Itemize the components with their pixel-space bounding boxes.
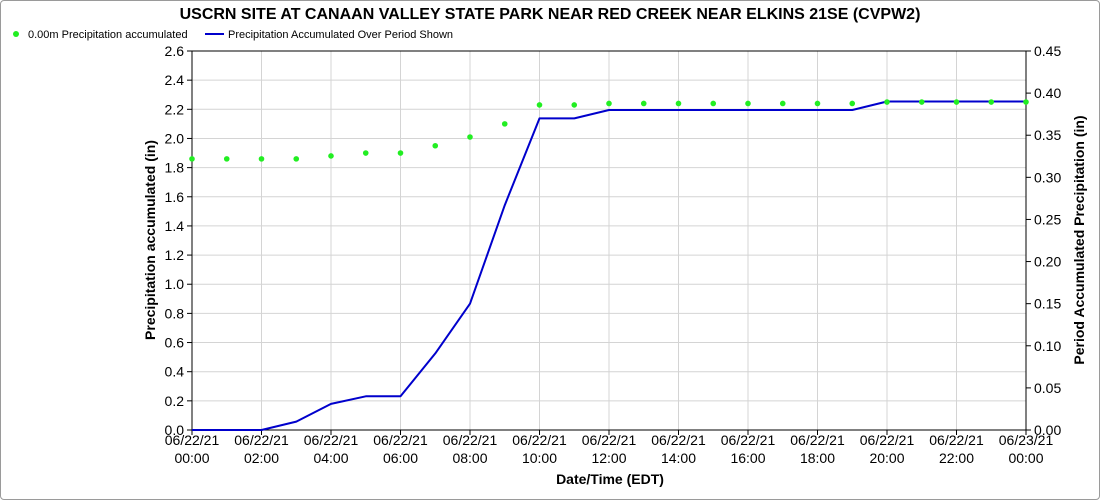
left-tick-label: 2.4	[165, 72, 185, 88]
legend: 0.00m Precipitation accumulated Precipit…	[13, 29, 453, 41]
accumulated-precipitation-point	[640, 100, 647, 107]
accumulated-precipitation-series	[189, 99, 1029, 162]
accumulated-precipitation-point	[606, 100, 612, 107]
accumulated-precipitation-point	[571, 102, 578, 108]
left-tick-label: 1.8	[165, 160, 185, 176]
accumulated-precipitation-point	[779, 100, 786, 107]
accumulated-precipitation-point	[362, 150, 369, 156]
x-tick-time: 12:00	[591, 450, 626, 466]
left-tick-label: 0.2	[165, 393, 185, 409]
x-axis: 06/22/21 00:00 06/22/21 02:00 06/22/21 04:00 0…	[165, 430, 1054, 466]
accumulated-precipitation-point	[189, 156, 195, 162]
chart-title: USCRN SITE AT CANAAN VALLEY STATE PARK N…	[180, 6, 921, 23]
x-tick-time: 06:00	[383, 450, 418, 466]
left-tick-label: 0.8	[165, 305, 185, 321]
x-tick-time: 02:00	[244, 450, 279, 466]
left-tick-label: 2.0	[165, 130, 185, 146]
accumulated-precipitation-point	[501, 121, 508, 127]
right-tick-label: 0.05	[1034, 380, 1061, 396]
legend-marker-accumulated	[13, 31, 19, 37]
right-tick-label: 0.20	[1034, 254, 1061, 270]
right-tick-label: 0.40	[1034, 85, 1061, 101]
left-axis-title: Precipitation accumulated (in)	[142, 140, 158, 340]
accumulated-precipitation-point	[1023, 99, 1029, 105]
accumulated-precipitation-point	[293, 156, 300, 162]
x-tick-time: 04:00	[313, 450, 348, 466]
left-tick-label: 0.0	[165, 422, 185, 438]
x-tick-date: 06/22/21	[860, 432, 915, 448]
x-tick-time: 22:00	[939, 450, 974, 466]
x-tick-time: 14:00	[661, 450, 696, 466]
accumulated-precipitation-point	[328, 153, 334, 159]
x-tick-date: 06/22/21	[512, 432, 567, 448]
left-tick-label: 2.6	[165, 43, 185, 59]
x-tick-date: 06/22/21	[443, 432, 498, 448]
accumulated-precipitation-point	[988, 99, 995, 105]
x-tick-time: 20:00	[869, 450, 904, 466]
accumulated-precipitation-point	[432, 142, 439, 149]
x-tick-time: 16:00	[730, 450, 765, 466]
accumulated-precipitation-point	[918, 99, 925, 105]
x-tick-time: 18:00	[800, 450, 835, 466]
x-tick-date: 06/22/21	[790, 432, 845, 448]
x-tick-date: 06/22/21	[373, 432, 428, 448]
x-tick-date: 06/22/21	[165, 432, 220, 448]
left-tick-label: 1.2	[165, 247, 185, 263]
x-tick-date: 06/23/21	[999, 432, 1054, 448]
x-tick-date: 06/22/21	[651, 432, 706, 448]
accumulated-precipitation-point	[953, 99, 960, 105]
accumulated-precipitation-point	[814, 100, 821, 107]
right-tick-label: 0.15	[1034, 296, 1061, 312]
left-tick-label: 0.6	[165, 335, 185, 351]
left-tick-label: 0.4	[165, 364, 185, 380]
accumulated-precipitation-point	[258, 156, 265, 162]
right-tick-label: 0.00	[1034, 422, 1061, 438]
x-tick-date: 06/22/21	[721, 432, 776, 448]
x-tick-time: 00:00	[174, 450, 209, 466]
left-tick-label: 2.2	[165, 101, 185, 117]
right-axis-title: Period Accumulated Precipitation (in)	[1071, 115, 1087, 364]
accumulated-precipitation-point	[397, 150, 404, 156]
right-tick-label: 0.25	[1034, 211, 1061, 227]
accumulated-precipitation-point	[536, 102, 543, 108]
x-tick-time: 00:00	[1008, 450, 1043, 466]
accumulated-precipitation-point	[467, 134, 473, 140]
right-tick-label: 0.35	[1034, 127, 1061, 143]
right-tick-label: 0.10	[1034, 338, 1061, 354]
x-tick-time: 10:00	[522, 450, 557, 466]
right-tick-label: 0.45	[1034, 43, 1061, 59]
right-axis: 0.00 0.05 0.10 0.15 0.20 0.25 0.30 0.35 0.40 0.45	[1026, 43, 1061, 438]
accumulated-precipitation-point	[223, 156, 230, 162]
legend-label-period: Precipitation Accumulated Over Period Sh…	[228, 29, 453, 41]
accumulated-precipitation-point	[710, 100, 717, 107]
left-axis: 0.0 0.2 0.4 0.6 0.8 1.0 1.2 1.4 1.6 1.8 2.0 2.2 2.4 2…	[165, 43, 192, 438]
accumulated-precipitation-point	[884, 99, 890, 105]
left-tick-label: 1.6	[165, 189, 185, 205]
accumulated-precipitation-point	[849, 100, 856, 107]
x-axis-title: Date/Time (EDT)	[556, 471, 664, 487]
x-tick-date: 06/22/21	[234, 432, 289, 448]
x-tick-time: 08:00	[452, 450, 487, 466]
legend-label-accumulated: 0.00m Precipitation accumulated	[28, 29, 188, 41]
right-tick-label: 0.30	[1034, 169, 1061, 185]
left-tick-label: 1.0	[165, 276, 185, 292]
accumulated-precipitation-point	[745, 100, 751, 107]
accumulated-precipitation-point	[675, 100, 682, 107]
gridlines	[191, 50, 1027, 431]
x-tick-date: 06/22/21	[304, 432, 359, 448]
left-tick-label: 1.4	[165, 218, 185, 234]
x-tick-date: 06/22/21	[582, 432, 637, 448]
x-tick-date: 06/22/21	[929, 432, 984, 448]
